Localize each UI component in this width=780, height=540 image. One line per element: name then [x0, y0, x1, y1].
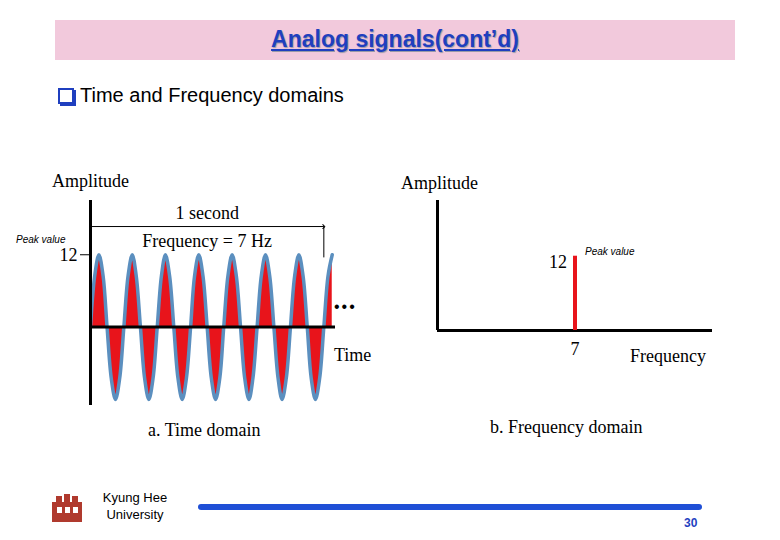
svg-text:1 second: 1 second — [175, 203, 238, 223]
svg-text:7: 7 — [571, 339, 580, 359]
svg-text:12: 12 — [60, 245, 78, 265]
html-text:Amplitude: Amplitude — [52, 171, 129, 191]
html-text:Frequency: Frequency — [630, 346, 706, 366]
html-text:University: University — [106, 507, 164, 522]
svg-text:12: 12 — [549, 252, 567, 272]
html-text:b. Frequency domain: b. Frequency domain — [490, 417, 643, 437]
html-text:30: 30 — [684, 516, 698, 530]
html-text:Amplitude: Amplitude — [401, 173, 478, 193]
svg-text:Peak value: Peak value — [585, 246, 635, 257]
html-text:a. Time domain: a. Time domain — [148, 420, 261, 440]
html-text:Peak value: Peak value — [16, 234, 66, 245]
svg-text:Frequency = 7 Hz: Frequency = 7 Hz — [142, 231, 272, 251]
html-text:Analog signals(cont’d): Analog signals(cont’d) — [271, 26, 519, 52]
html-text:Time and Frequency domains: Time and Frequency domains — [80, 84, 344, 106]
html-text:Kyung Hee: Kyung Hee — [102, 490, 168, 505]
html-text:Time: Time — [334, 345, 372, 365]
